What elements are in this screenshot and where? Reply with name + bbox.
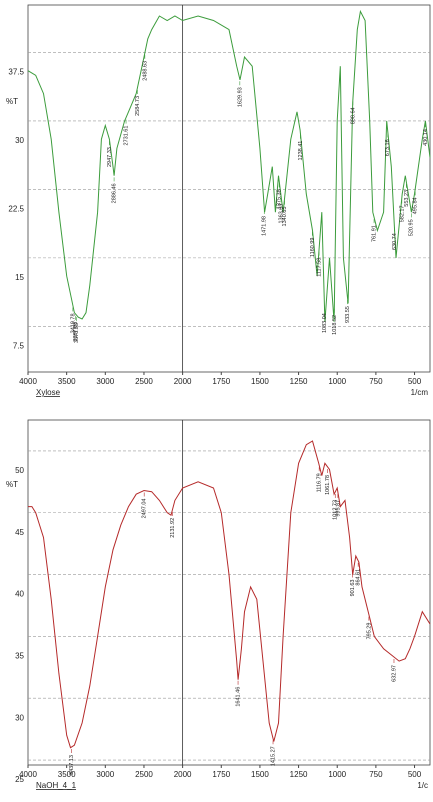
x-tick-label: 2500	[135, 770, 153, 779]
x-tick-label: 1500	[251, 770, 269, 779]
x-tick-label: 4000	[19, 377, 37, 386]
x-tick-label: 1250	[290, 377, 308, 386]
x-tick-label: 3500	[58, 377, 76, 386]
peak-label: 1117.58	[317, 258, 323, 277]
x-tick-label: 750	[369, 377, 383, 386]
x-axis-label: 1/cm	[411, 388, 429, 397]
peak-label: 1061.78	[325, 475, 331, 495]
peak-label: 1629.93	[237, 87, 243, 107]
x-tick-label: 1250	[290, 770, 308, 779]
y-tick-label: 50	[15, 466, 24, 475]
spectrum-line	[27, 9, 431, 322]
y-tick-label: 45	[15, 528, 24, 537]
peak-label: 1238.41	[298, 141, 304, 161]
peak-label: 630.74	[392, 233, 398, 250]
peak-label: 495.84	[413, 197, 419, 214]
peak-label: 430.14	[423, 129, 429, 146]
x-tick-label: 4000	[19, 770, 37, 779]
x-tick-label: 3500	[58, 770, 76, 779]
x-tick-label: 1500	[251, 377, 269, 386]
y-tick-label: 25	[15, 775, 24, 784]
x-tick-label: 2500	[135, 377, 153, 386]
peak-label: 3373.53	[74, 323, 80, 343]
y-tick-label: 22.5	[8, 205, 24, 214]
peak-label: 898.64	[350, 107, 356, 124]
spectrum-line	[28, 440, 431, 749]
peak-label: 1641.46	[236, 687, 242, 707]
peak-label: 2584.73	[135, 96, 141, 116]
legend-entry: NaOH_4_1	[36, 781, 77, 790]
plot-frame	[27, 419, 431, 766]
peak-label: 582.17	[399, 205, 405, 222]
x-tick-label: 1000	[328, 770, 346, 779]
peak-label: 1083.04	[322, 313, 328, 333]
peak-label: 3419.78	[70, 313, 76, 333]
peak-label: 995.87	[335, 500, 341, 517]
peak-label: 2947.33	[107, 147, 113, 167]
y-tick-label: 30	[15, 713, 24, 722]
peak-label: 1116.79	[317, 473, 323, 492]
peak-label: 1012.73	[333, 500, 339, 520]
x-tick-label: 2000	[174, 770, 192, 779]
x-tick-label: 2000	[174, 377, 192, 386]
x-tick-label: 1750	[212, 770, 230, 779]
peak-label: 3437.13	[69, 755, 75, 775]
peak-label: 761.91	[371, 225, 377, 242]
peak-label: 673.16	[385, 139, 391, 156]
peak-label: 1018.52	[332, 315, 338, 335]
y-tick-label: 7.5	[13, 341, 25, 350]
peak-label: 2731.61	[124, 126, 130, 146]
x-tick-label: 3000	[96, 770, 114, 779]
peak-label: 520.95	[409, 219, 415, 236]
x-tick-label: 500	[408, 377, 422, 386]
peak-label: 933.55	[345, 306, 351, 323]
y-tick-label: 37.5	[8, 68, 24, 77]
peak-label: 2131.92	[170, 518, 176, 538]
plot-frame	[27, 4, 431, 373]
x-tick-label: 500	[408, 770, 422, 779]
x-tick-label: 750	[369, 770, 383, 779]
legend-entry: Xylose	[36, 388, 61, 397]
peak-label: 864.61	[356, 569, 362, 586]
peak-label: 901.63	[350, 580, 356, 597]
peak-label: 1160.99	[310, 238, 316, 257]
peak-label: 795.29	[366, 623, 372, 640]
peak-label: 1340.65	[282, 207, 288, 227]
y-tick-label: 30	[15, 136, 24, 145]
y-tick-label: 15	[15, 273, 24, 282]
peak-label: 1375.38	[277, 189, 283, 209]
peak-label: 632.97	[391, 665, 397, 682]
peak-label: 2886.46	[112, 183, 118, 203]
peak-label: 2488.63	[142, 61, 148, 81]
y-axis-label: %T	[6, 97, 18, 106]
x-tick-label: 3000	[96, 377, 114, 386]
peak-label: 1363.63	[278, 204, 284, 224]
peak-label: 3387.03	[73, 322, 79, 342]
y-tick-label: 35	[15, 652, 24, 661]
peak-label: 1471.98	[262, 216, 268, 236]
x-tick-label: 1000	[328, 377, 346, 386]
y-axis-label: %T	[6, 480, 18, 489]
x-axis-label: 1/c	[417, 781, 428, 790]
peak-label: 1415.27	[270, 746, 276, 766]
y-tick-label: 40	[15, 590, 24, 599]
x-tick-label: 1750	[212, 377, 230, 386]
peak-label: 553.23	[404, 190, 410, 207]
peak-label: 2497.04	[142, 499, 148, 519]
